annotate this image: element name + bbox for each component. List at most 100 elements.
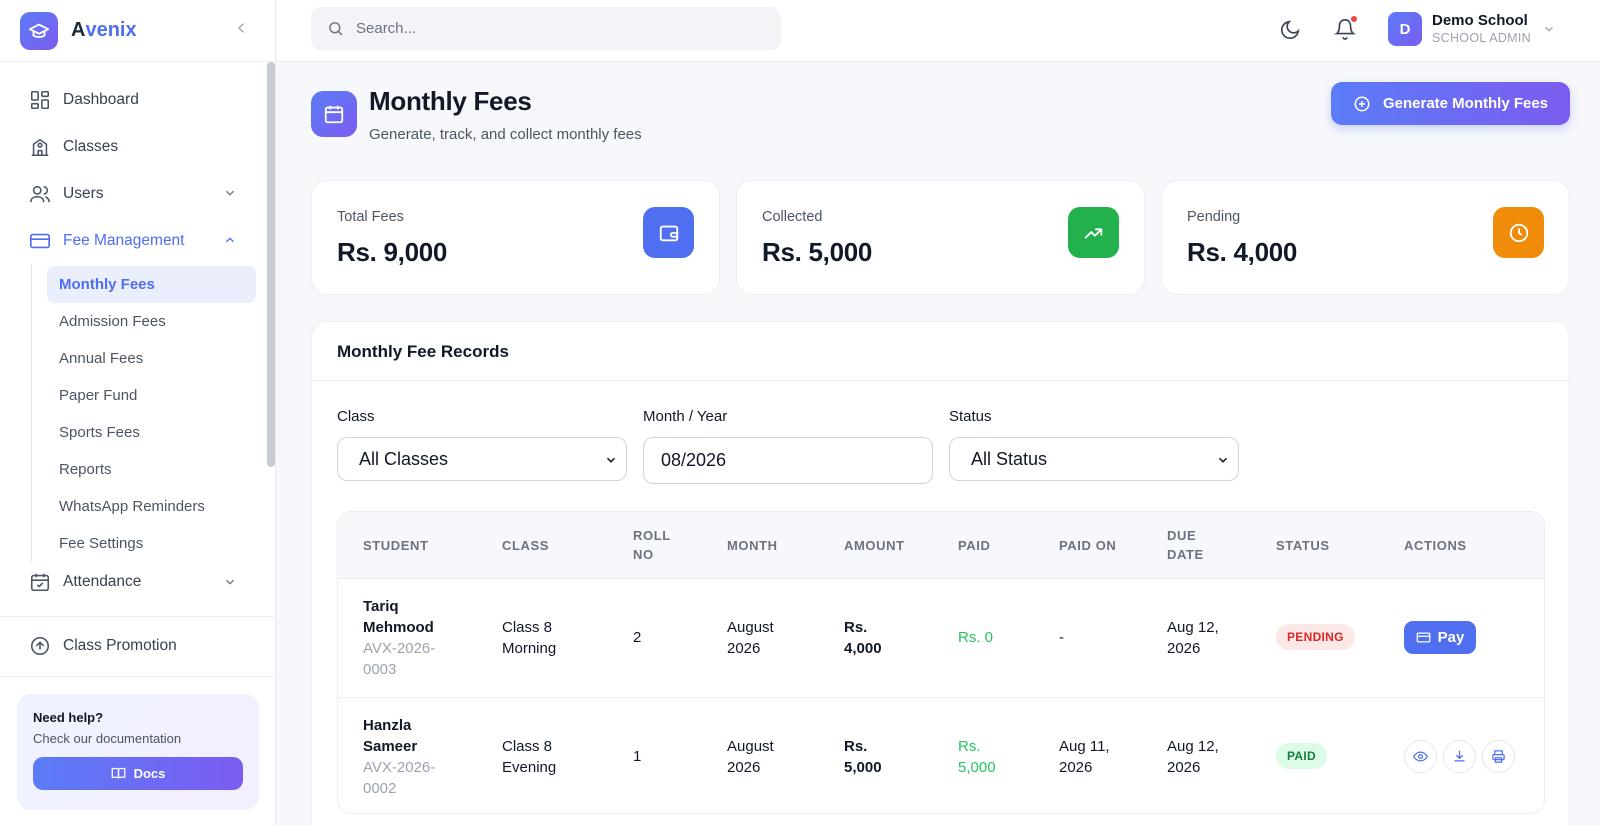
divider [0,676,276,677]
due-date: Aug 12, 2026 [1167,738,1219,776]
student-name: Tariq Mehmood [363,598,434,636]
fee-amount: Rs. 4,000 [844,619,882,657]
student-class: Class 8 Evening [502,738,557,776]
column-header-paid-on: PAID ON [1059,538,1117,553]
sidebar: Avenix Dashboard Classes Users Fee Manag… [0,0,276,825]
stat-value: Rs. 9,000 [337,237,448,267]
school-icon [31,138,49,156]
credit-card-icon [1416,632,1431,643]
printer-icon [1492,750,1505,763]
stat-value: Rs. 4,000 [1187,237,1298,267]
avatar[interactable]: D [1388,12,1422,46]
docs-button[interactable]: Docs [33,757,243,790]
chevron-up-icon [226,237,234,243]
sidebar-item-class-promotion[interactable]: Class Promotion [0,622,276,669]
chevron-down-icon [606,457,616,463]
status-filter-label: Status [949,408,992,425]
generate-button-label: Generate Monthly Fees [1382,95,1549,112]
class-select[interactable]: All Classes [337,437,627,481]
fee-month: August 2026 [727,619,774,657]
student-class: Class 8 Morning [502,619,557,657]
sidebar-scrollbar[interactable] [267,62,275,467]
stat-card-total-fees: Total Fees Rs. 9,000 [311,180,720,295]
docs-button-label: Docs [133,766,166,781]
sidebar-subitem-reports[interactable]: Reports [59,461,112,478]
sidebar-subitem-admission-fees[interactable]: Admission Fees [59,313,166,330]
chevron-down-icon [1218,457,1228,463]
sidebar-item-label: Users [63,184,104,202]
status-badge: PENDING [1276,624,1355,650]
search-icon [329,22,343,36]
sidebar-item-label: Class Promotion [63,636,177,654]
sidebar-item-label: Fee Management [63,231,185,249]
sidebar-item-label: Dashboard [63,90,139,108]
sidebar-subitem-monthly-fees[interactable]: Monthly Fees [47,266,256,303]
credit-card-icon [30,233,50,248]
wallet-icon [643,207,694,258]
status-badge: PAID [1276,743,1327,769]
search-box[interactable] [311,7,781,50]
month-filter-label: Month / Year [643,408,728,425]
class-select-value: All Classes [359,448,449,469]
clock-icon [1493,207,1544,258]
pay-button[interactable]: Pay [1404,621,1476,654]
column-header-amount: AMOUNT [844,538,905,553]
sidebar-item-fee-management[interactable]: Fee Management [0,217,275,264]
download-button[interactable] [1443,740,1476,773]
due-date: Aug 12, 2026 [1167,619,1219,657]
moon-icon[interactable] [1279,19,1301,41]
sidebar-subitem-sports-fees[interactable]: Sports Fees [59,424,140,441]
chevron-down-icon[interactable] [1542,22,1556,36]
monthly-fee-records-panel: Monthly Fee Records Class All Classes Mo… [311,321,1570,825]
calendar-check-icon [30,573,50,592]
status-select[interactable]: All Status [949,437,1239,481]
page-title: Monthly Fees [369,86,532,116]
roll-no: 2 [633,629,642,646]
paid-on: - [1059,629,1064,646]
stat-label: Pending [1187,209,1241,225]
sidebar-item-dashboard[interactable]: Dashboard [0,76,275,123]
column-header-due-date: DUE DATE [1167,528,1204,562]
brand: Avenix [0,0,275,62]
table-row: Hanzla Sameer AVX-2026- 0002 Class 8 Evenin… [338,697,1544,813]
sidebar-item-attendance[interactable]: Attendance [0,562,275,602]
sidebar-subitem-annual-fees[interactable]: Annual Fees [59,350,144,367]
brand-name[interactable]: Avenix [71,19,137,41]
users-icon [30,185,50,202]
stat-label: Collected [762,209,823,225]
chevron-down-icon [226,190,234,196]
help-title: Need help? [33,710,104,725]
paid-on: Aug 11, 2026 [1059,738,1110,776]
panel-title: Monthly Fee Records [337,342,509,361]
dashboard-icon [30,90,50,109]
topbar: D Demo School SCHOOL ADMIN [277,0,1600,62]
view-button[interactable] [1404,740,1437,773]
trending-up-icon [1068,207,1119,258]
sidebar-subitem-paper-fund[interactable]: Paper Fund [59,387,138,404]
print-button[interactable] [1482,740,1515,773]
sidebar-item-users[interactable]: Users [0,170,275,217]
student-id: AVX-2026- 0002 [363,759,436,797]
column-header-status: STATUS [1276,538,1330,553]
sidebar-item-classes[interactable]: Classes [0,123,275,170]
generate-monthly-fees-button[interactable]: Generate Monthly Fees [1331,82,1570,125]
stat-value: Rs. 5,000 [762,237,873,267]
fee-records-table: STUDENT CLASS ROLL NO MONTH AMOUNT PAID P… [337,511,1545,814]
class-filter-label: Class [337,408,375,425]
sidebar-subitem-whatsapp-reminders[interactable]: WhatsApp Reminders [59,498,205,515]
status-select-value: All Status [971,448,1048,469]
stat-label: Total Fees [337,209,404,225]
user-name[interactable]: Demo School [1432,12,1528,29]
column-header-month: MONTH [727,538,778,553]
collapse-sidebar-icon[interactable] [233,20,249,36]
download-icon [1454,750,1465,762]
bell-icon[interactable] [1334,18,1356,40]
calendar-icon [311,91,357,137]
column-header-roll-no: ROLL NO [633,528,671,562]
search-input[interactable] [356,20,756,37]
stat-card-collected: Collected Rs. 5,000 [736,180,1145,295]
table-row: Tariq Mehmood AVX-2026- 0003 Class 8 Mornin… [338,579,1544,697]
sidebar-subitem-fee-settings[interactable]: Fee Settings [59,535,144,552]
column-header-actions: ACTIONS [1404,538,1467,553]
month-year-input[interactable]: 08/2026 [643,437,933,484]
